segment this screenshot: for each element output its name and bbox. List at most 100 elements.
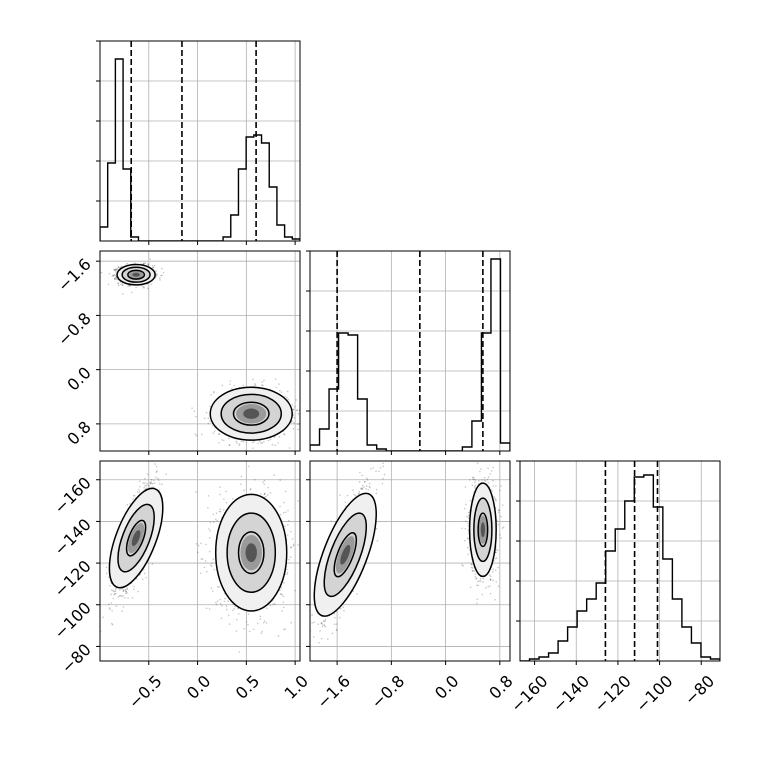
sample-point (209, 405, 211, 408)
sample-point (209, 420, 211, 423)
sample-point (283, 606, 285, 609)
sample-point (227, 600, 229, 602)
contour-line (232, 401, 270, 426)
sample-point (219, 493, 221, 496)
sample-point (158, 489, 161, 491)
sample-point (143, 287, 145, 289)
sample-point (306, 542, 308, 544)
sample-point (127, 285, 129, 288)
sample-point (292, 545, 295, 547)
sample-point (149, 258, 152, 260)
axes-frame (99, 40, 301, 242)
histogram-param-1 (306, 250, 511, 455)
sample-point (138, 488, 140, 491)
sample-point (205, 607, 208, 610)
sample-point (247, 623, 249, 626)
sample-point (284, 490, 287, 493)
sample-point (108, 603, 110, 605)
contour-line (127, 269, 146, 280)
sample-point (109, 608, 111, 610)
sample-point (115, 269, 117, 272)
sample-point (220, 439, 223, 441)
sample-point (114, 268, 117, 271)
sample-point (108, 607, 111, 609)
sample-point (155, 270, 158, 272)
sample-point (133, 494, 136, 497)
sample-point (239, 483, 242, 486)
sample-point (117, 282, 120, 285)
sample-point (150, 283, 153, 286)
histogram-steps (520, 474, 720, 661)
sample-point (283, 501, 285, 504)
sample-point (204, 560, 207, 562)
sample-point (291, 404, 294, 406)
sample-point (264, 492, 266, 495)
sample-point (115, 278, 118, 280)
sample-point (105, 566, 108, 569)
sample-point (262, 384, 264, 387)
sample-point (266, 607, 268, 610)
sample-point (284, 395, 286, 398)
contour-line (209, 386, 293, 441)
sample-point (195, 415, 197, 418)
sample-point (155, 465, 158, 468)
sample-point (131, 596, 134, 599)
sample-point (212, 521, 215, 523)
sample-point (317, 387, 319, 389)
sample-point (265, 495, 267, 498)
sample-point (274, 378, 277, 380)
sample-point (262, 621, 265, 624)
sample-point (286, 573, 288, 576)
sample-point (126, 503, 129, 506)
histogram-steps (100, 58, 300, 241)
sample-point (118, 595, 121, 597)
sample-point (134, 262, 136, 264)
sample-point (121, 283, 124, 286)
sample-point (283, 582, 285, 584)
sample-point (114, 277, 116, 280)
sample-point (200, 572, 202, 575)
sample-point (254, 384, 257, 386)
sample-point (220, 617, 223, 620)
sample-point (151, 265, 154, 267)
sample-point (296, 409, 299, 412)
sample-point (159, 277, 161, 279)
sample-point (151, 563, 154, 565)
sample-point (114, 274, 117, 277)
sample-point (159, 279, 161, 281)
contour-line (125, 519, 147, 557)
sample-point (113, 593, 116, 596)
sample-point (216, 600, 219, 603)
sample-point (141, 578, 144, 581)
y-tick-label: 0.8 (63, 417, 94, 448)
sample-point (144, 262, 147, 264)
sample-point (297, 423, 299, 425)
sample-point (122, 594, 124, 597)
sample-point (228, 437, 230, 440)
sample-point (218, 433, 220, 435)
sample-point (102, 616, 104, 618)
sample-point (238, 444, 240, 447)
sample-point (153, 486, 155, 489)
sample-point (218, 586, 220, 588)
sample-point (218, 433, 221, 435)
sample-point (273, 474, 275, 476)
sample-point (242, 440, 245, 443)
sample-point (165, 473, 168, 476)
sample-point (257, 442, 260, 445)
y-tick-label: −1.6 (54, 255, 95, 296)
sample-point (286, 396, 288, 399)
sample-point (153, 479, 155, 482)
sample-point (263, 459, 265, 461)
sample-point (263, 493, 266, 495)
sample-point (142, 482, 144, 484)
sample-point (113, 268, 115, 271)
sample-point (281, 610, 283, 612)
sample-point (143, 482, 146, 484)
sample-point (117, 266, 120, 269)
sample-point (126, 588, 129, 590)
sample-point (279, 389, 281, 392)
sample-point (290, 621, 293, 624)
sample-point (151, 482, 154, 485)
